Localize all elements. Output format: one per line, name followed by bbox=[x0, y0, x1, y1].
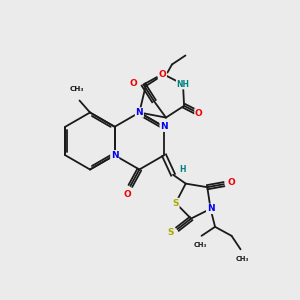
Text: S: S bbox=[168, 228, 174, 237]
Text: O: O bbox=[195, 109, 203, 118]
Text: H: H bbox=[179, 165, 186, 174]
Text: NH: NH bbox=[176, 80, 190, 89]
Text: O: O bbox=[227, 178, 235, 187]
Text: CH₃: CH₃ bbox=[194, 242, 207, 248]
Text: N: N bbox=[160, 122, 168, 131]
Text: O: O bbox=[130, 79, 138, 88]
Text: CH₃: CH₃ bbox=[69, 86, 84, 92]
Text: O: O bbox=[158, 70, 166, 79]
Text: N: N bbox=[207, 204, 214, 213]
Text: O: O bbox=[124, 190, 131, 199]
Text: CH₃: CH₃ bbox=[236, 256, 249, 262]
Text: N: N bbox=[136, 108, 143, 117]
Text: N: N bbox=[111, 151, 118, 160]
Text: S: S bbox=[172, 199, 179, 208]
